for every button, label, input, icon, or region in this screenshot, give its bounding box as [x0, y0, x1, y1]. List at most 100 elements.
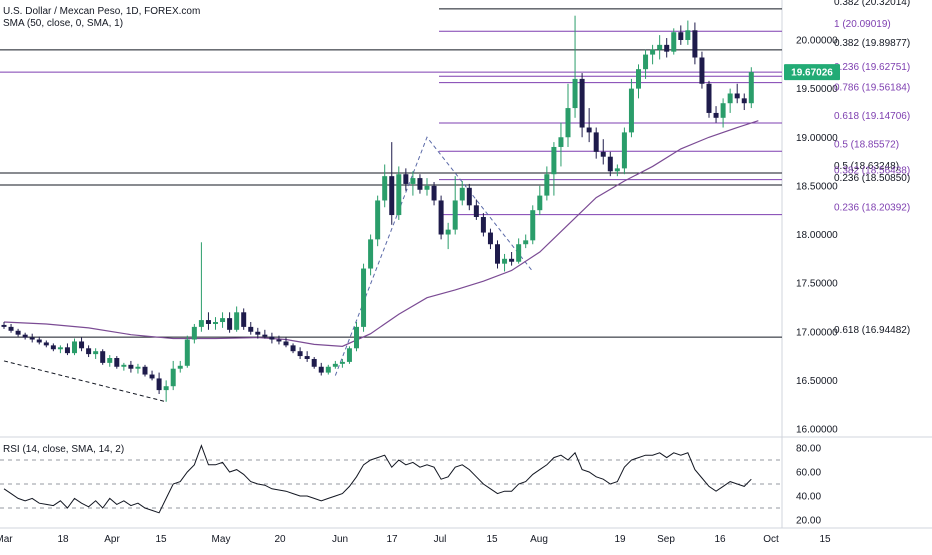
candle-body	[741, 98, 747, 104]
candle-body	[227, 318, 233, 330]
time-tick-label: Jun	[332, 534, 348, 545]
fib-level-label: 0.236 (19.62751)	[834, 62, 910, 73]
fib-level-label: 1 (20.09019)	[834, 19, 891, 30]
candle-body	[657, 44, 663, 50]
candle-body	[339, 361, 345, 364]
candle-body	[375, 200, 381, 240]
candle-body	[621, 132, 627, 169]
sma-line	[3, 120, 759, 347]
candle-body	[304, 356, 310, 359]
candle-body	[213, 322, 218, 324]
price-tick-label: 20.00000	[796, 36, 838, 47]
candle-body	[36, 339, 42, 343]
candle-body	[600, 151, 606, 157]
rsi-tick-label: 40.00	[796, 492, 821, 503]
candle-body	[664, 44, 670, 52]
fib-level-label: 0.618 (19.14706)	[834, 111, 910, 122]
candle-body	[234, 312, 240, 330]
candle-body	[262, 334, 268, 337]
candle-body	[579, 78, 585, 128]
candle-body	[93, 351, 99, 355]
candle-body	[170, 368, 176, 387]
candle-body	[403, 174, 409, 184]
candle-body	[64, 347, 70, 354]
rsi-tick-label: 80.00	[796, 444, 821, 455]
price-level-label: 0.382 (19.89877)	[834, 38, 910, 49]
candle-body	[72, 341, 77, 354]
candle-body	[396, 174, 402, 216]
symbol-title: U.S. Dollar / Mexcan Peso, 1D, FOREX.com	[3, 6, 201, 17]
candle-body	[438, 200, 444, 235]
candle-body	[114, 358, 120, 367]
candle-body	[727, 93, 733, 104]
candle-body	[607, 156, 613, 172]
candle-body	[593, 132, 599, 152]
rsi-tick-label: 60.00	[796, 468, 821, 479]
candle-body	[502, 258, 508, 264]
rsi-line	[3, 444, 752, 514]
candle-body	[57, 347, 63, 350]
candle-body	[191, 326, 197, 340]
time-tick-label: 19	[614, 534, 626, 545]
last-price-tag	[784, 64, 840, 81]
candle-body	[487, 232, 493, 245]
candle-body	[86, 348, 92, 355]
candle-body	[452, 200, 458, 230]
candle-body	[473, 205, 479, 217]
time-tick-label: 15	[155, 534, 167, 545]
candle-body	[50, 345, 56, 350]
candle-body	[699, 57, 705, 84]
candle-body	[586, 127, 592, 133]
candle-body	[29, 337, 35, 340]
candle-body	[220, 318, 226, 323]
rsi-tick-label: 20.00	[796, 516, 821, 527]
price-level-label: 0.382 (20.32014)	[834, 0, 910, 8]
candle-body	[156, 378, 162, 391]
price-tick-label: 19.50000	[796, 84, 838, 95]
candle-body	[558, 137, 564, 147]
candle-body	[142, 366, 148, 375]
candle-body	[431, 185, 437, 201]
candle-body	[417, 178, 423, 190]
candle-body	[720, 103, 726, 118]
price-tick-label: 19.00000	[796, 133, 838, 144]
price-tick-label: 18.00000	[796, 230, 838, 241]
candle-body	[22, 334, 28, 338]
candle-body	[354, 326, 359, 349]
candle-body	[297, 351, 303, 357]
candle-body	[389, 176, 395, 216]
candle-body	[325, 366, 331, 373]
candle-body	[248, 326, 254, 332]
candle-body	[572, 78, 578, 109]
candle-body	[628, 88, 634, 133]
candle-body	[382, 176, 388, 201]
candle-body	[361, 268, 367, 327]
last-price-label: 19.67026	[791, 68, 833, 79]
candle-body	[523, 240, 529, 245]
rsi-legend-box: RSI (14, close, SMA, 14, 2)	[3, 444, 124, 456]
time-tick-label: Jul	[434, 534, 447, 545]
candle-body	[565, 108, 571, 138]
candle-body	[509, 258, 515, 262]
candle-body	[614, 168, 620, 172]
price-tick-label: 18.50000	[796, 181, 838, 192]
candle-body	[713, 112, 719, 118]
fib-level-label: 0.5 (18.85572)	[834, 139, 899, 150]
time-tick-label: Oct	[763, 534, 779, 545]
candle-body	[346, 348, 352, 362]
price-level-label: 0.618 (16.94482)	[834, 325, 910, 336]
candle-body	[255, 331, 261, 335]
candle-body	[643, 54, 649, 70]
candle-body	[177, 365, 183, 369]
candle-body	[8, 326, 14, 331]
candle-body	[445, 229, 451, 235]
candle-body	[706, 83, 712, 113]
candle-body	[1, 324, 7, 327]
candle-body	[650, 49, 656, 55]
time-tick-label: 17	[386, 534, 398, 545]
candle-body	[516, 244, 522, 262]
candle-body	[368, 239, 374, 269]
